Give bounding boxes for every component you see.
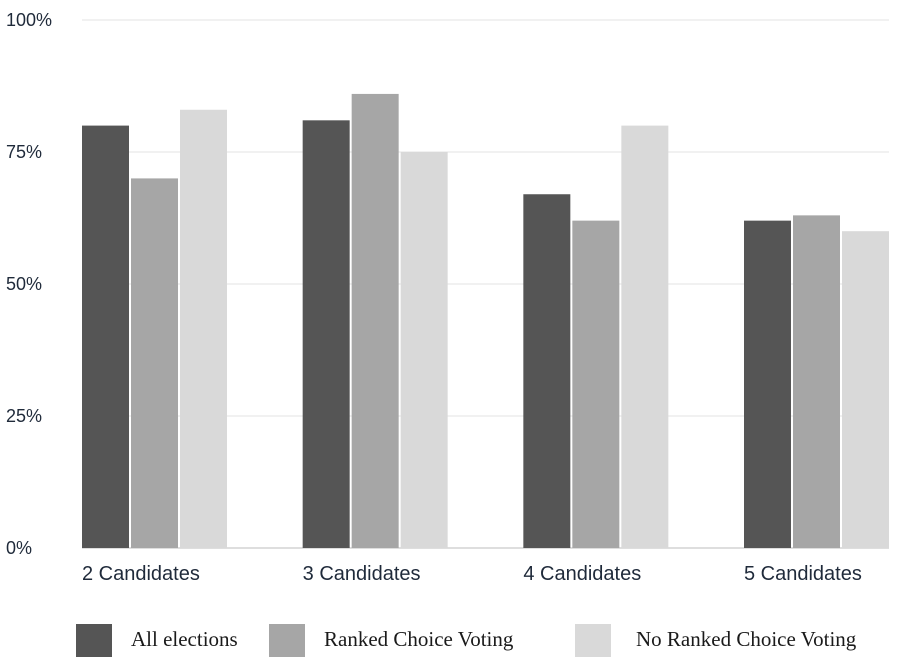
bar [82,125,129,548]
legend-swatch [76,624,112,657]
x-category-label: 3 Candidates [303,563,421,585]
bar [351,93,399,549]
bar [621,125,669,548]
legend-swatch [575,624,611,657]
y-tick-label: 0% [6,538,32,558]
legend-swatch [269,624,305,657]
legend-label: Ranked Choice Voting [324,627,514,651]
x-category-label: 4 Candidates [523,563,641,585]
bar [793,215,840,549]
y-axis-tick-labels: 0% 25% 50% 75% 100% [6,10,52,558]
legend-label: All elections [131,627,238,651]
bar [400,152,448,548]
bar [744,220,791,548]
bar [180,109,227,548]
legend-label: No Ranked Choice Voting [636,627,857,651]
x-category-label: 2 Candidates [82,563,200,585]
bar [572,220,620,548]
bars [82,93,889,549]
bar [842,231,889,548]
x-axis-category-labels: 2 Candidates 3 Candidates 4 Candidates 5 Ca… [82,563,862,585]
bar [523,194,571,549]
y-tick-label: 50% [6,274,42,294]
y-tick-label: 75% [6,142,42,162]
bar [131,178,178,548]
bar [302,120,350,548]
y-tick-label: 100% [6,10,52,30]
x-category-label: 5 Candidates [744,563,862,585]
y-tick-label: 25% [6,406,42,426]
legend: All elections Ranked Choice Voting No Rank… [76,624,857,657]
